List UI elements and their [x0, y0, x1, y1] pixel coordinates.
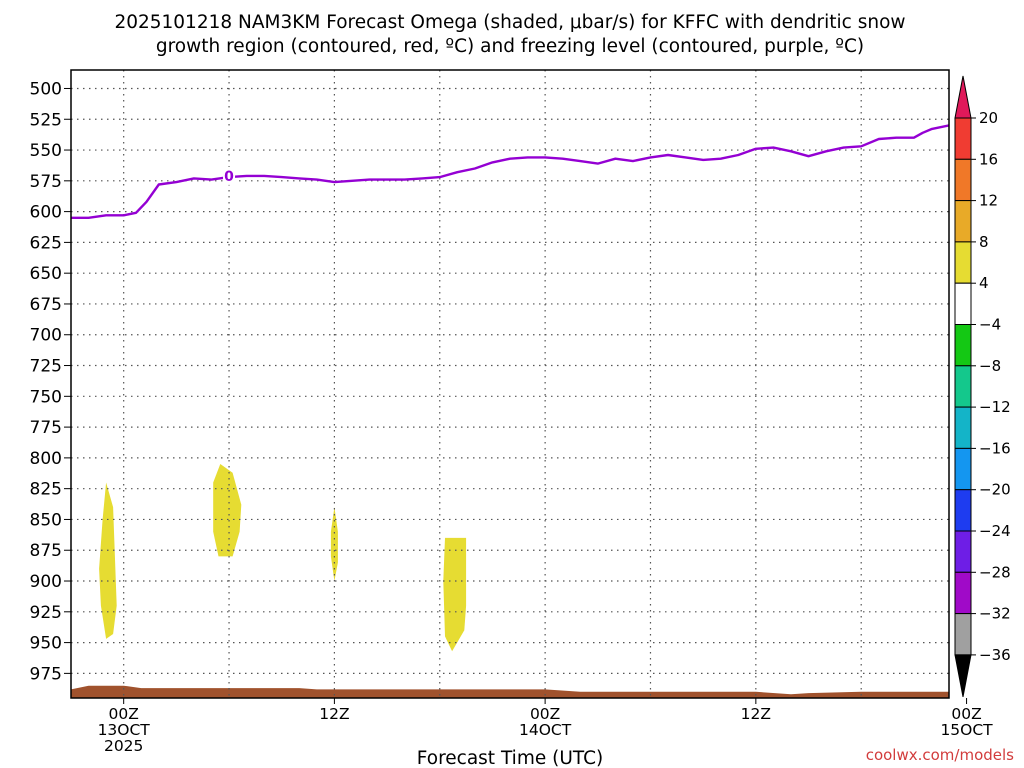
colorbar-swatch-5 [954, 282, 972, 326]
colorbar-swatch-10 [954, 489, 972, 532]
colorbar-label-11: −28 [979, 563, 1011, 581]
x-tick-label-0-2: 2025 [104, 737, 143, 755]
colorbar-swatch-7 [954, 365, 972, 408]
colorbar-swatch-4 [954, 241, 972, 284]
colorbar-label-8: −16 [979, 439, 1011, 457]
colorbar-label-9: −20 [979, 481, 1011, 499]
x-tick-label-24-1: 14OCT [519, 721, 572, 739]
colorbar-swatch-9 [954, 447, 972, 491]
chart-title-line2: growth region (contoured, red, ºC) and f… [156, 36, 864, 57]
x-tick-label-12-0: 12Z [319, 705, 349, 723]
freezing-level-line [71, 124, 949, 219]
y-tick-label-900: 900 [30, 572, 62, 592]
chart-title-line1: 2025101218 NAM3KM Forecast Omega (shaded… [114, 12, 905, 33]
colorbar-label-10: −24 [979, 522, 1011, 540]
colorbar-label-4: 4 [979, 274, 989, 292]
colorbar-swatch-13 [954, 613, 972, 656]
colorbar-swatch-12 [954, 571, 972, 615]
y-tick-label-875: 875 [30, 541, 62, 561]
credit-text: coolwx.com/models [866, 746, 1014, 764]
y-tick-label-725: 725 [30, 357, 62, 377]
y-tick-label-850: 850 [30, 510, 62, 530]
colorbar-top-arrow [954, 75, 972, 119]
y-tick-label-675: 675 [30, 295, 62, 315]
omega-region-2 [213, 464, 242, 557]
colorbar-bottom-arrow [954, 654, 972, 697]
y-tick-label-525: 525 [30, 110, 62, 130]
colorbar-label-2: 12 [979, 192, 998, 210]
colorbar-swatch-8 [954, 406, 972, 449]
y-tick-label-750: 750 [30, 387, 62, 407]
colorbar-label-3: 8 [979, 233, 989, 251]
colorbar: 20 16 12 8 4 −4 −8 −12 −16 −20 −24 −28 −32 −36 [954, 75, 1011, 697]
y-tick-label-925: 925 [30, 603, 62, 623]
y-tick-label-575: 575 [30, 172, 62, 192]
colorbar-label-5: −4 [979, 316, 1001, 334]
omega-shading [99, 464, 467, 652]
colorbar-label-0: 20 [979, 109, 998, 127]
y-tick-label-650: 650 [30, 264, 62, 284]
x-tick-label-36-0: 12Z [741, 705, 771, 723]
y-tick-label-975: 975 [30, 664, 62, 684]
colorbar-swatch-11 [954, 530, 972, 573]
plot-area: 0 [71, 70, 949, 698]
y-tick-label-700: 700 [30, 326, 62, 346]
colorbar-label-13: −36 [979, 646, 1011, 664]
colorbar-swatch-3 [954, 200, 972, 243]
x-tick-label-48-1: 15OCT [940, 721, 993, 739]
x-tick-label-48-0: 00Z [951, 705, 981, 723]
colorbar-label-7: −12 [979, 398, 1011, 416]
colorbar-swatch-6 [954, 324, 972, 367]
colorbar-label-6: −8 [979, 357, 1001, 375]
colorbar-swatch-2 [954, 158, 972, 202]
freezing-level-contour: 0 [71, 124, 949, 219]
freezing-level-label: 0 [224, 169, 234, 185]
ground-fill [71, 685, 949, 698]
ground-region [71, 685, 949, 698]
y-tick-label-800: 800 [30, 449, 62, 469]
y-tick-label-550: 550 [30, 141, 62, 161]
x-tick-label-24-0: 00Z [530, 705, 560, 723]
y-tick-label-625: 625 [30, 233, 62, 253]
colorbar-label-1: 16 [979, 150, 998, 168]
y-tick-label-950: 950 [30, 634, 62, 654]
colorbar-label-12: −32 [979, 605, 1011, 623]
y-tick-label-825: 825 [30, 480, 62, 500]
plot-frame [70, 69, 950, 699]
y-tick-label-500: 500 [30, 79, 62, 99]
omega-region-4 [443, 537, 467, 652]
freezing-level-label-bg [223, 166, 236, 185]
y-tick-label-775: 775 [30, 418, 62, 438]
omega-region-1 [99, 482, 117, 639]
x-axis-label: Forecast Time (UTC) [417, 748, 603, 768]
y-tick-label-600: 600 [30, 203, 62, 223]
x-tick-label-0-0: 00Z [109, 705, 139, 723]
grid-lines [71, 70, 949, 698]
colorbar-swatch-1 [954, 117, 972, 160]
y-axis: 500 525 550 575 600 625 650 675 700 725 750 775 800 8… [30, 79, 71, 684]
x-tick-label-0-1: 13OCT [98, 721, 151, 739]
